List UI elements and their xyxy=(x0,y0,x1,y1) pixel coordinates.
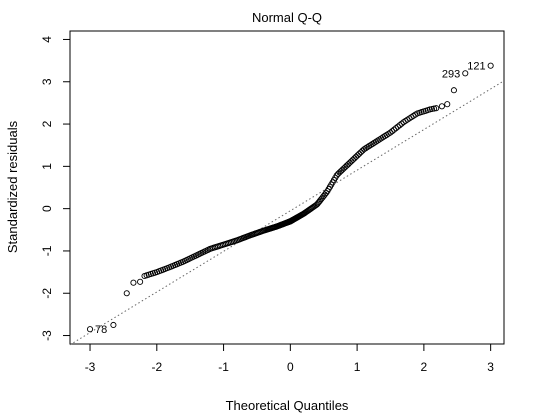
y-axis-label: Standardized residuals xyxy=(5,120,20,253)
data-point xyxy=(392,125,399,132)
x-tick-label: -1 xyxy=(218,360,229,374)
x-tick-label: 3 xyxy=(487,360,494,374)
y-tick-label: -1 xyxy=(40,245,54,256)
data-point xyxy=(394,123,401,130)
x-tick-label: 0 xyxy=(287,360,294,374)
point-labels-group: 121 293 78 xyxy=(95,61,486,337)
x-axis: -3 -2 -1 0 1 2 3 xyxy=(85,343,494,374)
reference-line xyxy=(69,80,505,346)
data-point xyxy=(137,278,144,285)
x-tick-label: 2 xyxy=(421,360,428,374)
y-tick-label: 4 xyxy=(40,36,54,43)
reference-line-group xyxy=(69,80,505,346)
data-point xyxy=(352,153,360,160)
plot-frame xyxy=(69,30,505,345)
data-point xyxy=(462,70,469,77)
x-axis-label: Theoretical Quantiles xyxy=(226,398,349,413)
data-point xyxy=(444,101,451,108)
data-point xyxy=(438,103,445,110)
y-tick-label: 0 xyxy=(40,205,54,212)
y-tick-label: 2 xyxy=(40,120,54,127)
chart-title: Normal Q-Q xyxy=(252,10,322,25)
data-point xyxy=(345,161,352,168)
data-point xyxy=(433,105,440,112)
data-point xyxy=(389,128,396,135)
data-point xyxy=(348,158,355,165)
data-point xyxy=(110,321,117,329)
data-point xyxy=(396,122,403,129)
data-point xyxy=(356,150,363,157)
x-tick-label: -3 xyxy=(85,360,96,374)
data-point xyxy=(387,129,394,136)
y-axis: -3 -2 -1 0 1 2 3 4 xyxy=(40,36,71,341)
data-point xyxy=(351,155,358,162)
data-point xyxy=(349,156,356,163)
data-point xyxy=(357,149,364,156)
data-point xyxy=(123,290,130,297)
y-tick-label: 3 xyxy=(40,78,54,85)
data-point xyxy=(450,87,457,94)
y-tick-label: 1 xyxy=(40,163,54,170)
point-label: 121 xyxy=(467,61,485,73)
data-points-group xyxy=(86,62,494,333)
data-point xyxy=(130,279,137,286)
data-point xyxy=(346,159,353,166)
y-tick-label: -3 xyxy=(40,330,54,341)
x-tick-label: 1 xyxy=(354,360,361,374)
data-point xyxy=(86,326,94,333)
data-point xyxy=(398,120,405,127)
point-label: 78 xyxy=(95,324,107,336)
x-tick-label: -2 xyxy=(151,360,162,374)
data-point xyxy=(487,62,494,69)
data-point xyxy=(354,152,361,159)
data-point xyxy=(391,126,398,133)
y-tick-label: -2 xyxy=(40,288,54,299)
point-label: 293 xyxy=(442,68,460,80)
